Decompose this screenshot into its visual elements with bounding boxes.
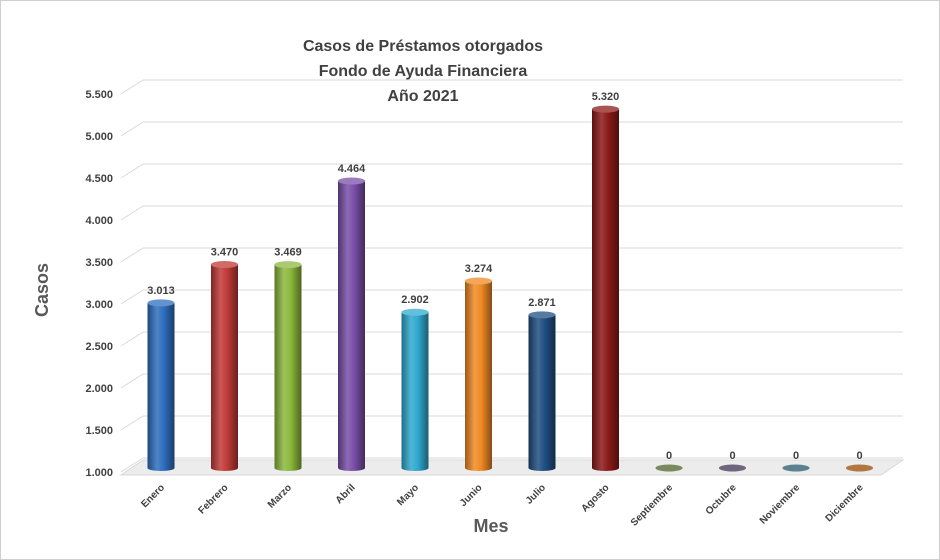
bar: [528, 311, 556, 471]
bar-cap: [274, 261, 302, 269]
gridline-diag: [120, 415, 144, 431]
bar-cap: [401, 308, 429, 316]
bars: [147, 105, 873, 472]
y-tick-label: 3.000: [85, 299, 113, 311]
bar: [338, 177, 365, 472]
title-line-1: Casos de Préstamos otorgados: [303, 38, 543, 55]
gridline-diag: [120, 457, 144, 473]
x-tick-label: Diciembre: [824, 482, 866, 524]
bar-cap: [147, 299, 175, 307]
bar-cap: [211, 261, 238, 269]
x-tick-label: Abril: [334, 482, 358, 506]
y-tick-label: 4.500: [85, 173, 113, 185]
bar-cap: [655, 464, 683, 472]
y-tick-label: 2.500: [85, 341, 113, 353]
bar: [846, 464, 873, 472]
y-tick-label: 1.000: [85, 467, 113, 479]
gridline-diag: [120, 163, 144, 179]
bar-body: [592, 109, 619, 472]
x-tick-label: Febrero: [197, 482, 231, 516]
x-tick-label: Julio: [524, 482, 548, 506]
bar: [274, 261, 302, 471]
bar: [401, 308, 429, 471]
bar-body: [274, 264, 302, 471]
title-line-3: Año 2021: [387, 88, 458, 105]
y-axis-ticks: 1.000 1.500 2.000 2.500 3.000 3.500 4.000 4.500…: [85, 89, 113, 479]
data-label: 2.902: [401, 294, 429, 306]
data-label: 0: [729, 450, 735, 462]
data-label: 0: [856, 450, 862, 462]
bar-body: [338, 181, 365, 472]
gridline-diag: [120, 247, 144, 263]
floor-plane: [119, 459, 905, 476]
x-tick-label: Marzo: [266, 482, 294, 510]
bar: [719, 464, 746, 472]
y-tick-label: 5.000: [85, 131, 113, 143]
data-label: 3.469: [274, 247, 302, 259]
bar-cap: [846, 464, 873, 472]
x-tick-label: Agosto: [579, 482, 611, 514]
bar: [655, 464, 683, 472]
data-label: 3.274: [465, 263, 493, 275]
gridline-diag: [120, 205, 144, 221]
data-label: 2.871: [528, 297, 556, 309]
bar: [465, 277, 492, 471]
data-label: 0: [793, 450, 799, 462]
title-line-2: Fondo de Ayuda Financiera: [319, 63, 528, 80]
chart-floor: [119, 459, 905, 476]
data-label: 0: [666, 450, 672, 462]
gridline-diag: [120, 79, 144, 95]
x-tick-label: Mayo: [395, 482, 421, 508]
bar-cap: [338, 177, 365, 185]
bar-body: [401, 312, 429, 471]
bar-body: [528, 314, 556, 471]
x-axis-title: Mes: [473, 516, 508, 536]
x-tick-label: Noviembre: [758, 482, 803, 527]
y-tick-label: 2.000: [85, 383, 113, 395]
y-tick-label: 5.500: [85, 89, 113, 101]
bar: [211, 261, 238, 471]
gridline-diag: [120, 289, 144, 305]
bar-cap: [465, 277, 492, 285]
bar-body: [465, 280, 492, 471]
x-tick-label: Septiembre: [629, 482, 676, 529]
y-tick-label: 4.000: [85, 215, 113, 227]
bar: [782, 464, 810, 472]
bar-cap: [592, 105, 619, 113]
bar-body: [147, 302, 175, 471]
gridline-diag: [120, 331, 144, 347]
data-labels: 3.013 3.470 3.469 4.464 2.902 3.274 2.871 5.320…: [147, 91, 862, 462]
bar: [147, 299, 175, 471]
y-tick-label: 3.500: [85, 257, 113, 269]
data-label: 4.464: [338, 163, 366, 175]
data-label: 5.320: [592, 91, 620, 103]
x-tick-label: Octubre: [704, 482, 739, 517]
bar-body: [211, 264, 238, 471]
bar-cap: [719, 464, 746, 472]
gridline-diag: [120, 373, 144, 389]
data-label: 3.013: [147, 285, 175, 297]
chart-title: Casos de Préstamos otorgados Fondo de Ay…: [303, 38, 543, 105]
bar: [592, 105, 619, 472]
x-tick-label: Enero: [139, 482, 167, 510]
y-tick-label: 1.500: [85, 425, 113, 437]
bar-cap: [528, 311, 556, 319]
data-label: 3.470: [211, 247, 239, 259]
gridlines: [120, 79, 903, 473]
y-axis-title: Casos: [32, 263, 52, 317]
bar-cap: [782, 464, 810, 472]
gridline-diag: [120, 121, 144, 137]
x-tick-label: Junio: [458, 482, 485, 509]
